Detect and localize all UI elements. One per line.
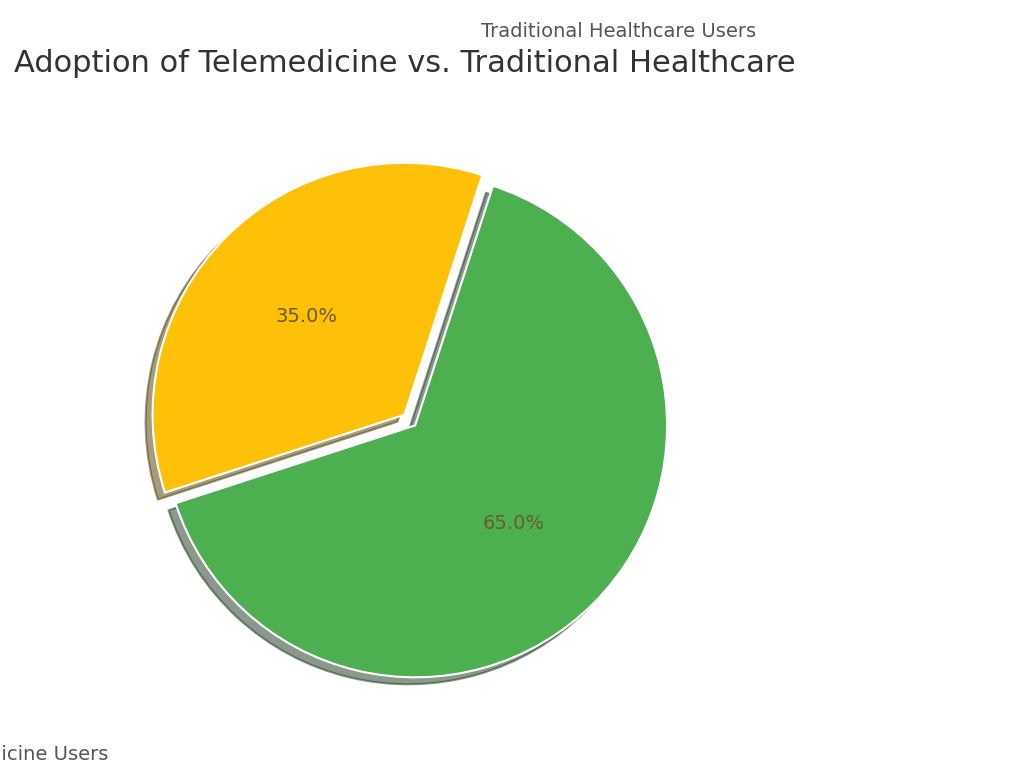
Title: Adoption of Telemedicine vs. Traditional Healthcare: Adoption of Telemedicine vs. Traditional… (13, 49, 796, 78)
Text: 65.0%: 65.0% (482, 514, 544, 533)
Text: Traditional Healthcare Users: Traditional Healthcare Users (481, 22, 756, 41)
Text: 35.0%: 35.0% (275, 307, 338, 326)
Wedge shape (175, 186, 667, 677)
Text: Telemedicine Users: Telemedicine Users (0, 745, 109, 764)
Wedge shape (153, 163, 482, 492)
